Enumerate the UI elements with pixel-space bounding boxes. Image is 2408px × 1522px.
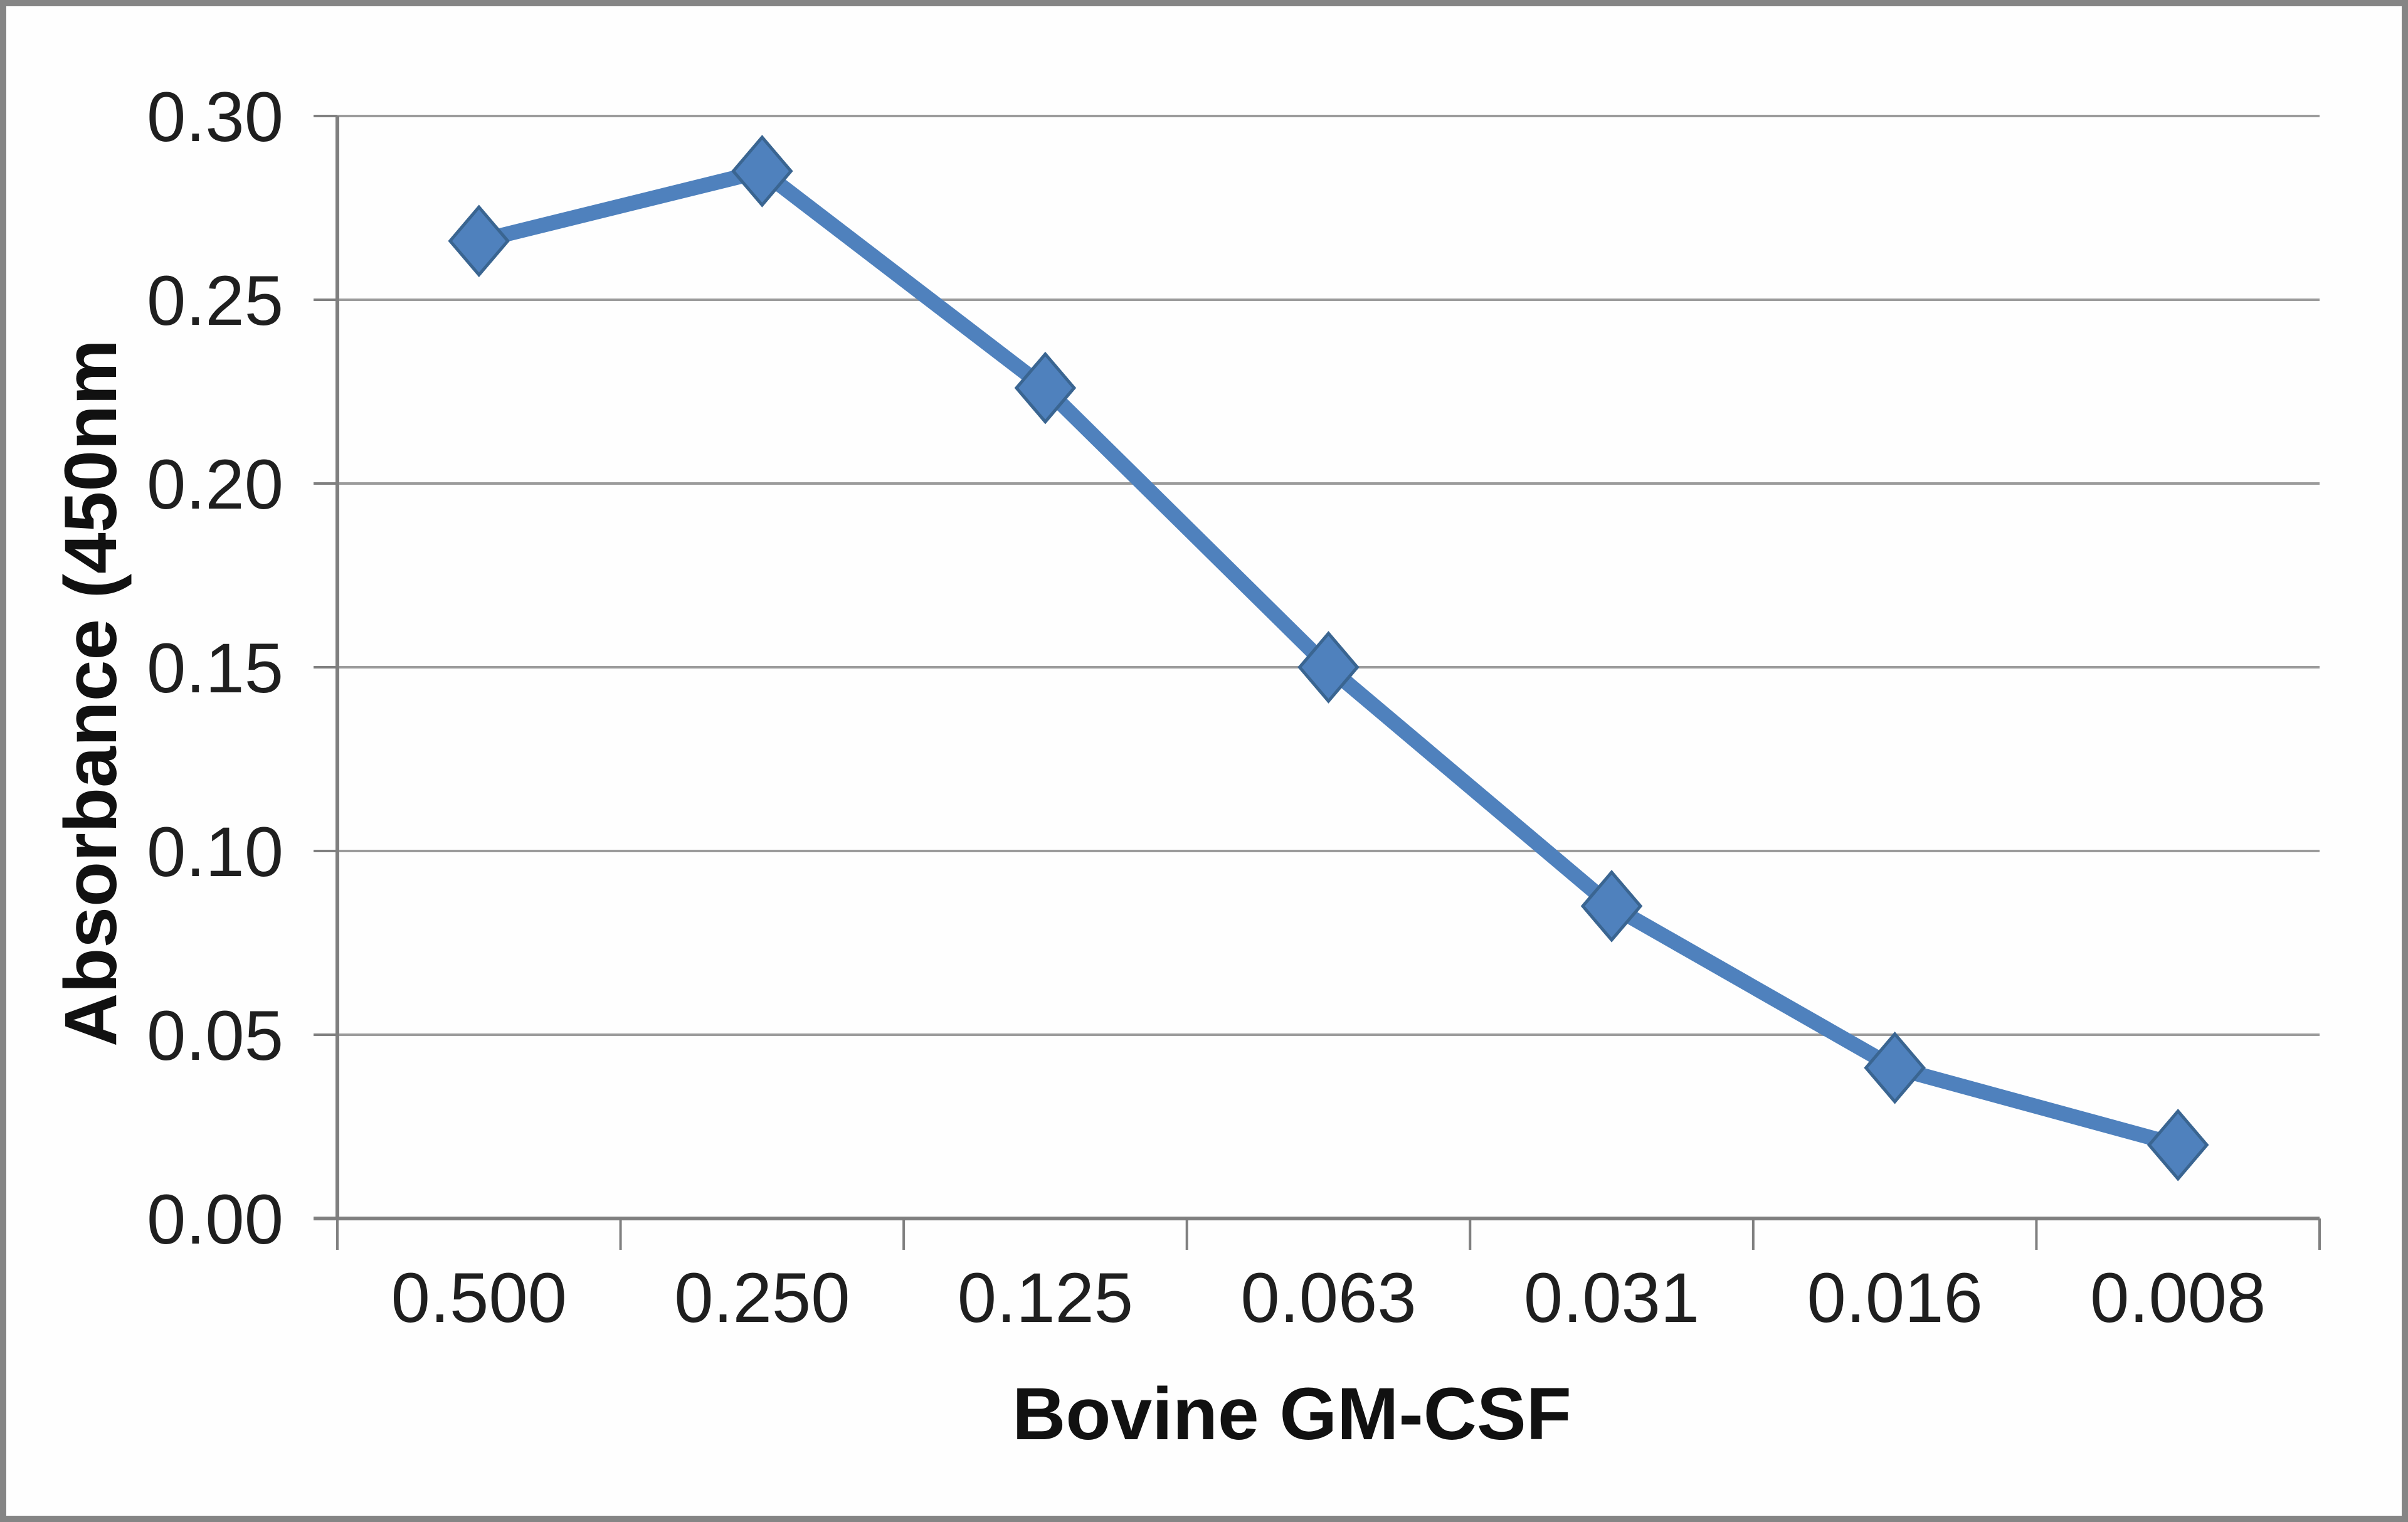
data-point-marker xyxy=(1864,1031,1926,1104)
axes xyxy=(314,115,2321,1250)
data-point-marker xyxy=(448,204,510,278)
x-tick-label: 0.125 xyxy=(958,1259,1133,1337)
x-tick-label: 0.500 xyxy=(391,1259,567,1337)
gridlines xyxy=(337,115,2320,1036)
data-series xyxy=(448,135,2209,1181)
tick-labels: 0.30 0.25 0.20 0.15 0.10 0.05 0.00 0.500 0.250 0.… xyxy=(147,78,2266,1337)
x-tick-label: 0.250 xyxy=(674,1259,850,1337)
y-axis-title: Absorbance (450nm xyxy=(50,339,132,1047)
y-tick-label: 0.25 xyxy=(147,262,283,340)
y-tick-label: 0.10 xyxy=(147,813,283,891)
x-tick-label: 0.031 xyxy=(1524,1259,1699,1337)
data-point-marker xyxy=(1297,631,1360,704)
y-tick-label: 0.20 xyxy=(147,445,283,524)
data-point-marker xyxy=(2147,1108,2209,1181)
x-tick-label: 0.016 xyxy=(1807,1259,1983,1337)
line-chart: 0.30 0.25 0.20 0.15 0.10 0.05 0.00 0.500 0.250 0.… xyxy=(50,78,2321,1456)
y-tick-label: 0.30 xyxy=(147,78,283,156)
y-tick-label: 0.05 xyxy=(147,996,283,1075)
y-tick-label: 0.15 xyxy=(147,629,283,707)
x-axis-title: Bovine GM-CSF xyxy=(1012,1373,1571,1456)
data-point-marker xyxy=(731,135,793,208)
data-point-marker xyxy=(1580,870,1643,943)
x-tick-label: 0.008 xyxy=(2090,1259,2266,1337)
x-tick-label: 0.063 xyxy=(1240,1259,1416,1337)
data-point-marker xyxy=(1014,351,1077,425)
y-tick-label: 0.00 xyxy=(147,1180,283,1259)
